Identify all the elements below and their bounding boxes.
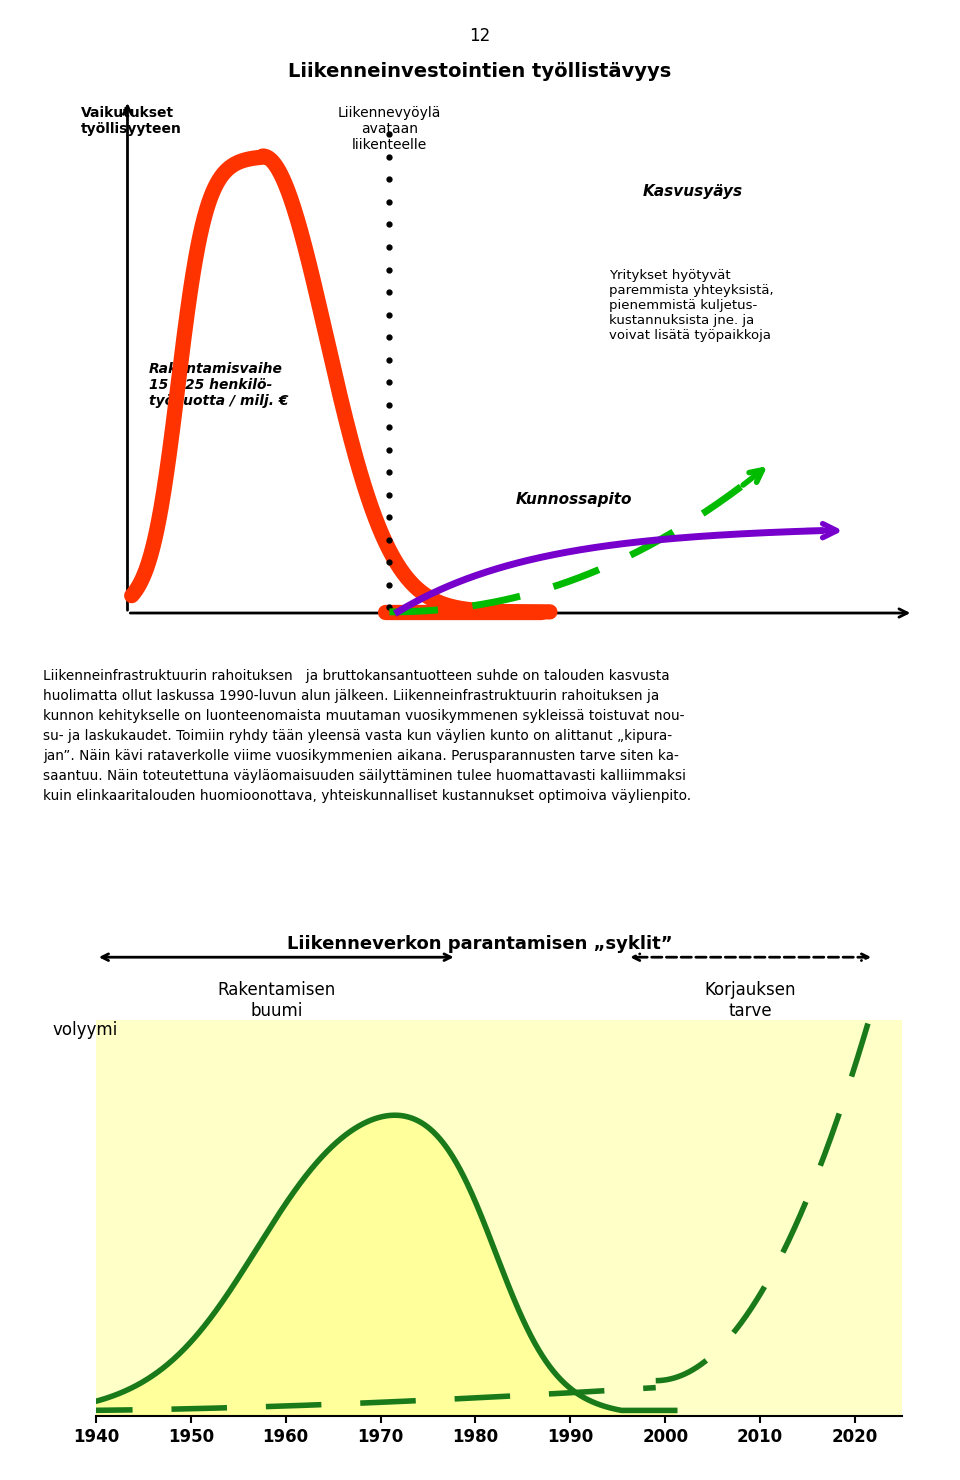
Text: Korjauksen
tarve: Korjauksen tarve: [705, 981, 797, 1020]
Text: 12: 12: [469, 27, 491, 44]
Text: Liikenneinvestointien työllistävyys: Liikenneinvestointien työllistävyys: [288, 62, 672, 81]
Text: Liikennevyöylä
avataan
liikenteelle: Liikennevyöylä avataan liikenteelle: [338, 107, 441, 152]
Text: Rakentamisvaihe
15 – 25 henkilö-
työvuotta / milj. €: Rakentamisvaihe 15 – 25 henkilö- työvuot…: [149, 363, 288, 408]
Text: Vaikutukset
työllisyyteen: Vaikutukset työllisyyteen: [81, 107, 181, 136]
Text: Rakentamisen
buumi: Rakentamisen buumi: [217, 981, 335, 1020]
Text: Yritykset hyötyvät
paremmista yhteyksistä,
pienemmistä kuljetus-
kustannuksista : Yritykset hyötyvät paremmista yhteyksist…: [609, 269, 774, 342]
Text: Kasvusyäys: Kasvusyäys: [643, 184, 743, 198]
Text: Kunnossapito: Kunnossapito: [516, 491, 633, 506]
Text: Liikenneinfrastruktuurin rahoituksen   ja bruttokansantuotteen suhde on talouden: Liikenneinfrastruktuurin rahoituksen ja …: [43, 669, 691, 804]
Text: Liikenneverkon parantamisen „syklit”: Liikenneverkon parantamisen „syklit”: [287, 935, 673, 953]
Text: volyymi: volyymi: [53, 1021, 118, 1039]
